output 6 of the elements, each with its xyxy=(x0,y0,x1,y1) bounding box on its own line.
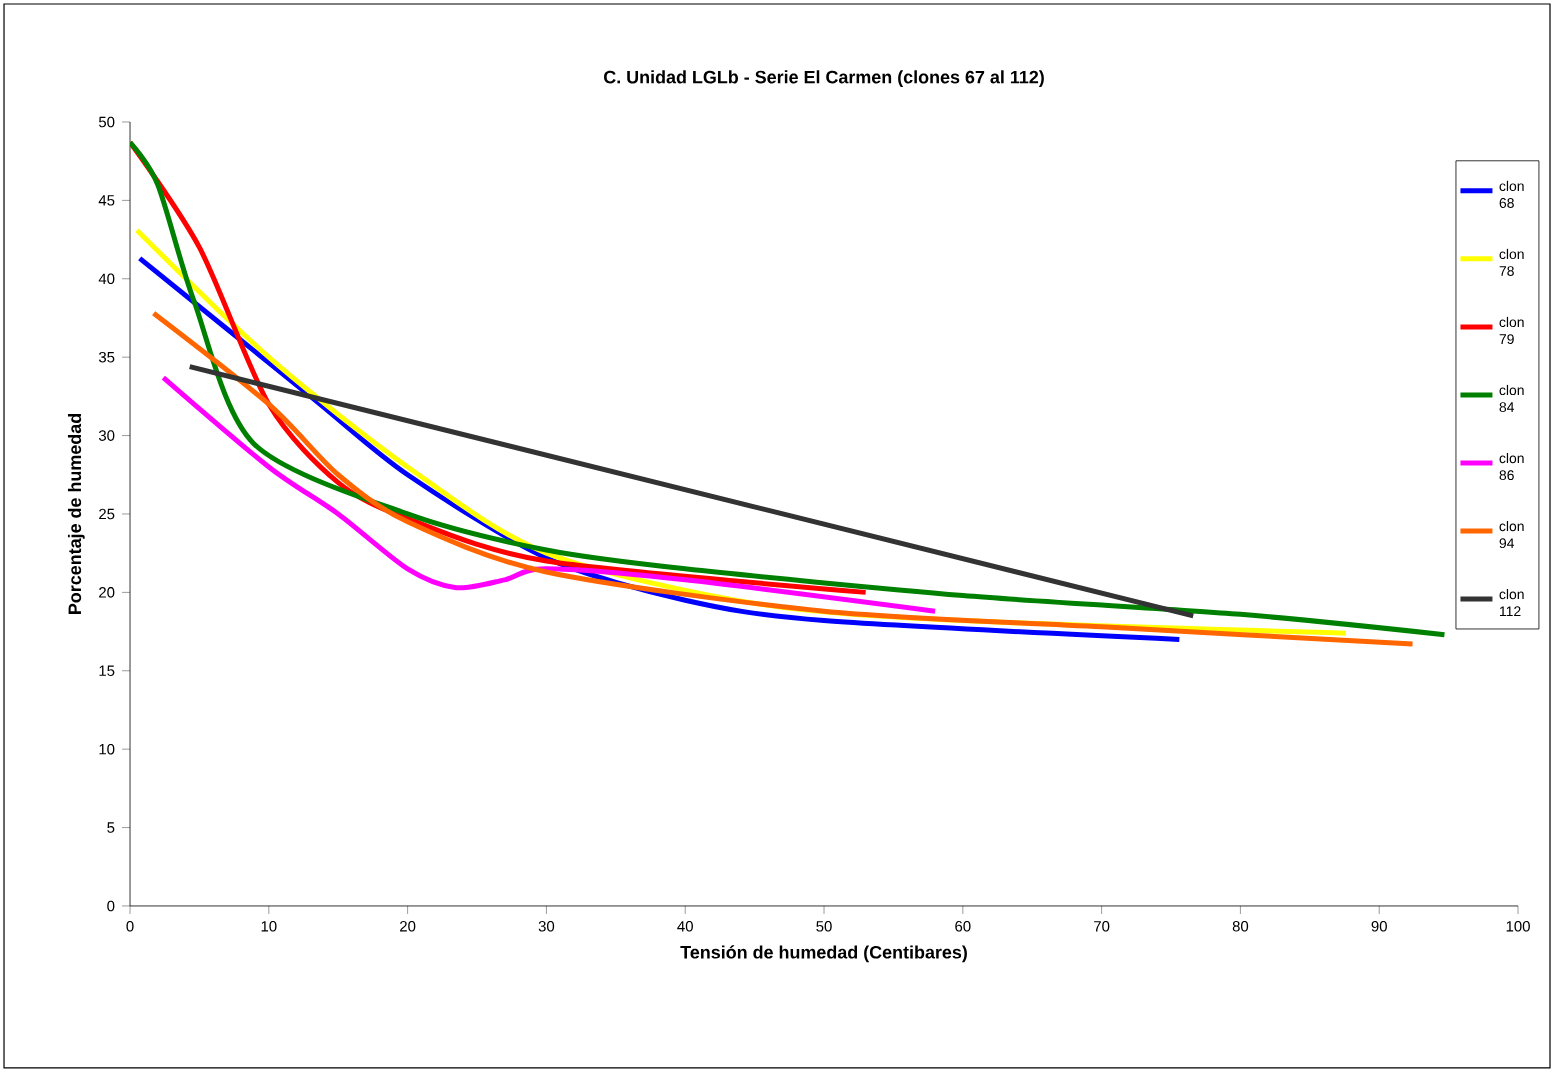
line-series xyxy=(151,310,1416,647)
line-series xyxy=(130,139,1447,638)
x-axis-title: Tensión de humedad (Centibares) xyxy=(680,945,967,963)
chart-title: C. Unidad LGLb - Serie El Carmen (clones 67 al 112) xyxy=(604,70,1044,87)
line-series xyxy=(160,375,938,614)
y-axis-title: Porcentaje de humedad xyxy=(67,414,85,614)
